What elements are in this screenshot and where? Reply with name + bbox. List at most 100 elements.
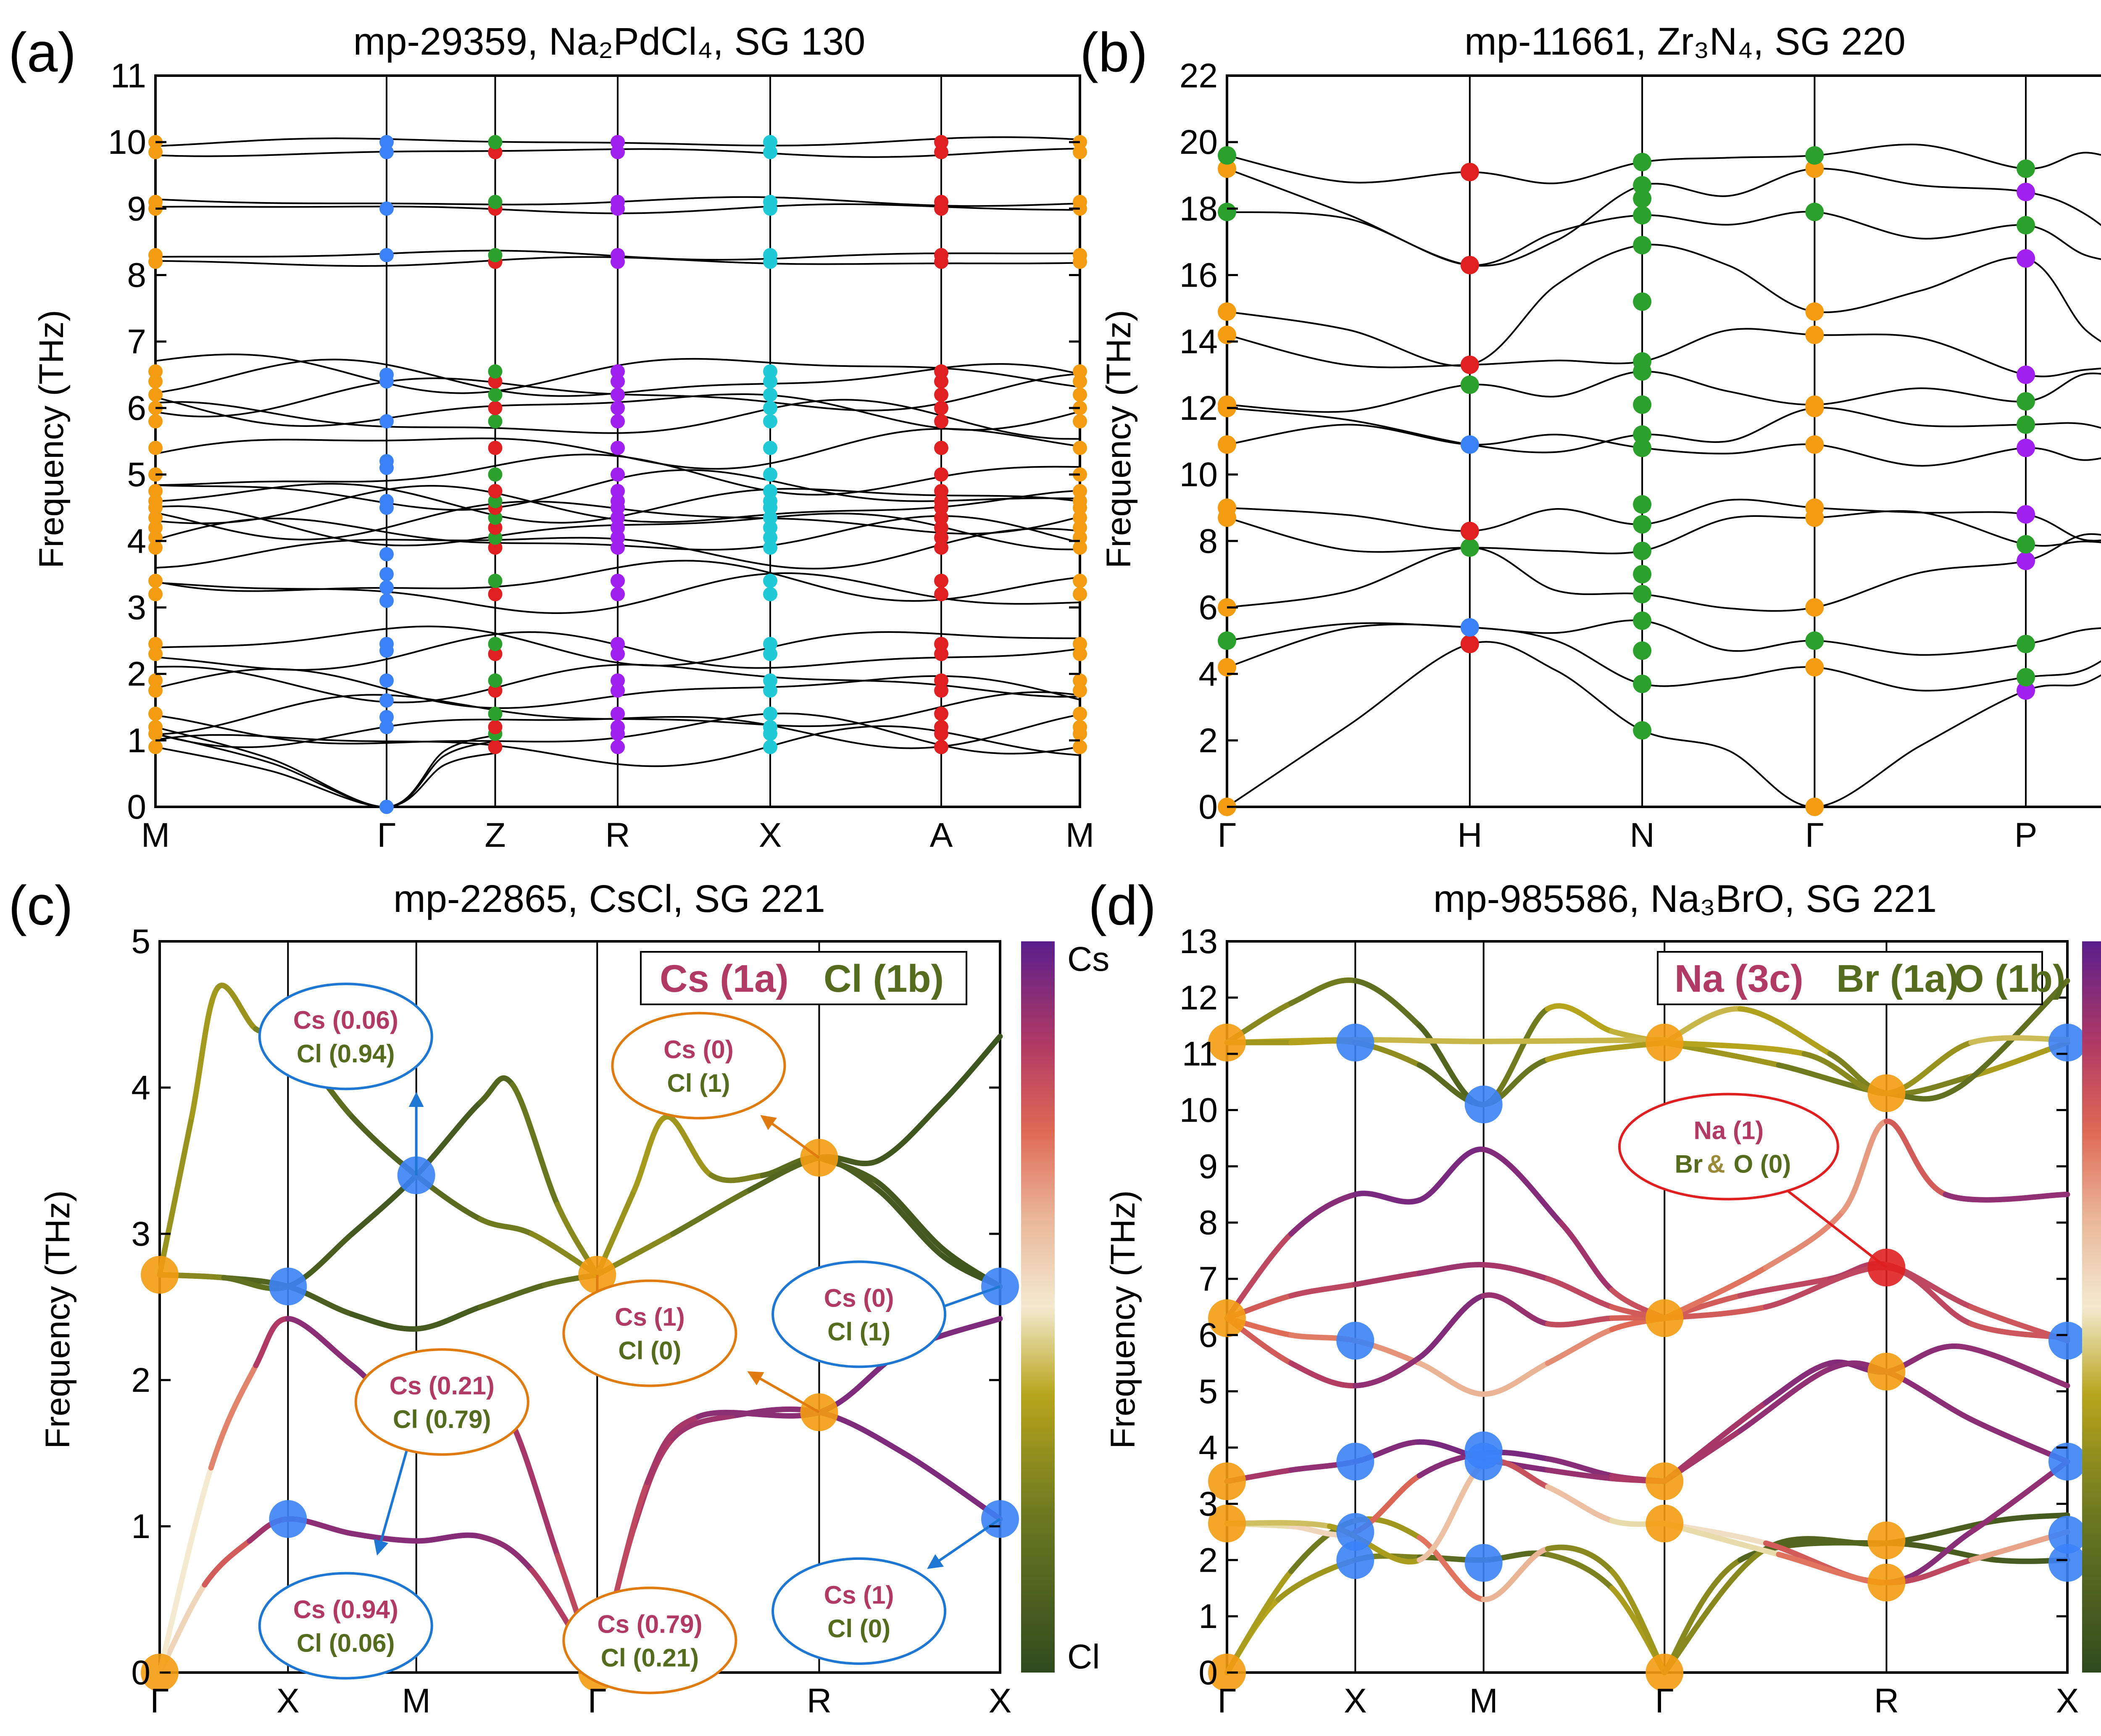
band-point <box>488 540 503 555</box>
band-point <box>763 683 777 698</box>
band-line <box>1545 1467 1615 1481</box>
band-point <box>269 1500 307 1538</box>
band-point <box>611 706 625 721</box>
band-point <box>1464 1431 1503 1470</box>
x-tick-label: Γ <box>1217 816 1236 854</box>
band-line <box>477 1533 534 1573</box>
callout-cl: Cl (0.06) <box>297 1629 395 1657</box>
band-point <box>1633 438 1652 457</box>
panel-b-label: (b) <box>1080 21 1148 83</box>
band-point <box>611 195 625 209</box>
band-point <box>934 145 948 159</box>
band-point <box>379 637 394 651</box>
band-point <box>611 145 625 159</box>
band-point <box>1633 565 1652 584</box>
band-point <box>934 587 948 601</box>
band-line <box>1227 623 2101 692</box>
band-point <box>1073 520 1087 535</box>
band-point <box>1805 631 1824 650</box>
callout-cs: Cs (0.06) <box>293 1006 398 1034</box>
band-point <box>488 574 503 588</box>
band-point <box>148 145 163 159</box>
panel-c: (c) mp-22865, CsCl, SG 221 Frequency (TH… <box>8 875 1109 1720</box>
band-point <box>611 387 625 402</box>
band-point <box>148 673 163 688</box>
y-tick-label: 2 <box>1198 1541 1218 1579</box>
x-tick-label: Γ <box>588 1682 607 1720</box>
band-line <box>1943 1191 2070 1203</box>
callout-cs: Cs (0.79) <box>597 1610 702 1638</box>
band-point <box>148 520 163 535</box>
callout-arrow <box>760 1115 820 1159</box>
band-line <box>1545 1456 1615 1479</box>
band-point <box>934 364 948 379</box>
band-point <box>763 387 777 402</box>
x-tick-label: Γ <box>377 816 396 854</box>
band-line <box>1226 641 2101 808</box>
band-point <box>611 683 625 698</box>
y-tick-label: 10 <box>1180 1091 1218 1130</box>
panel-a-points <box>148 135 1087 814</box>
band-point <box>1805 798 1824 816</box>
band-point <box>488 706 503 721</box>
band-point <box>1073 574 1087 588</box>
band-point <box>934 574 948 588</box>
band-point <box>148 587 163 601</box>
band-line <box>155 725 1080 767</box>
y-tick-label: 11 <box>111 57 146 95</box>
band-point <box>1633 153 1652 171</box>
callout-cl: Cl (0) <box>618 1337 681 1365</box>
panel-b-y-ticks: 0 2 4 6 8 10 12 14 16 18 20 22 <box>1180 57 1238 826</box>
band-line <box>1737 1366 1833 1433</box>
panel-b-x-ticks: ΓHNΓPH <box>1217 816 2038 854</box>
band-point <box>1208 1462 1246 1500</box>
band-point <box>1218 203 1236 221</box>
band-point <box>934 248 948 263</box>
band-point <box>1208 1023 1246 1062</box>
band-point <box>2017 551 2035 570</box>
band-line <box>477 1075 516 1105</box>
band-point <box>488 587 503 601</box>
band-point <box>379 580 394 595</box>
band-line <box>155 625 1080 666</box>
band-line <box>1227 143 2101 184</box>
panel-b-ylabel: Frequency (THz) <box>1100 310 1138 568</box>
band-point <box>379 414 394 429</box>
band-point <box>2017 438 2035 457</box>
x-tick-label: P <box>2014 816 2038 854</box>
band-point <box>1073 440 1087 455</box>
band-point <box>1633 176 1652 195</box>
band-point <box>611 374 625 389</box>
band-point <box>934 637 948 651</box>
band-line <box>875 1180 945 1251</box>
band-point <box>148 706 163 721</box>
band-point <box>1633 585 1652 603</box>
band-point <box>763 740 777 754</box>
y-tick-label: 7 <box>127 323 146 361</box>
band-point <box>934 440 948 455</box>
band-point <box>488 740 503 754</box>
band-point <box>148 374 163 389</box>
band-point <box>1073 540 1087 555</box>
x-tick-label: M <box>1469 1682 1498 1720</box>
panel-c-ylabel: Frequency (THz) <box>39 1190 77 1449</box>
y-tick-label: 8 <box>1198 1204 1218 1242</box>
band-point <box>379 248 394 263</box>
panel-d-points <box>1208 1023 2086 1691</box>
band-line <box>477 1282 548 1310</box>
band-point <box>1805 435 1824 454</box>
band-point <box>488 494 503 508</box>
band-line <box>413 1532 483 1544</box>
band-point <box>148 647 163 661</box>
panel-d-label: (d) <box>1088 875 1156 936</box>
y-tick-label: 0 <box>1198 1654 1218 1692</box>
band-line <box>1763 1360 1833 1406</box>
band-line <box>1661 1546 1769 1675</box>
band-point <box>148 195 163 209</box>
callout-cs: Cs (0) <box>824 1284 894 1312</box>
band-line <box>510 1082 561 1207</box>
band-line <box>1481 1262 1551 1282</box>
y-tick-label: 10 <box>1180 456 1218 494</box>
band-point <box>763 720 777 735</box>
